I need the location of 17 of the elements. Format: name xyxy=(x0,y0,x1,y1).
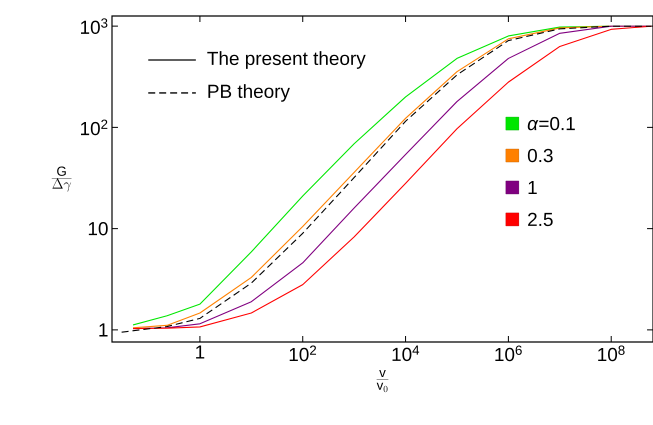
legend-label: α=0.1 xyxy=(528,116,575,130)
annotation: The present theory xyxy=(207,51,366,69)
x-tick-label: 1 xyxy=(196,346,204,359)
x-tick-label: 10$^{4}$ xyxy=(392,346,420,362)
y-tick-label: 10$^{2}$ xyxy=(80,120,108,136)
y-tick-label: 1 xyxy=(99,323,108,336)
legend-label: PB theory xyxy=(208,84,290,102)
y-axis-title: $\frac{\mathrm{G}}{\Delta\gamma}$ xyxy=(52,166,72,192)
x-tick-label: 10$^{2}$ xyxy=(290,346,316,362)
x-tick-label: 10$^{8}$ xyxy=(598,346,625,362)
x-tick-label: 10$^{6}$ xyxy=(495,346,522,362)
legend-label: 2.5 xyxy=(528,212,553,226)
x-axis-title: $\frac{\mathrm{v}}{\mathrm{v}_{0}}$ xyxy=(376,370,388,392)
legend-label: 0.3 xyxy=(528,148,553,162)
y-tick-label: 10$^{3}$ xyxy=(80,18,108,34)
y-tick-label: 10 xyxy=(88,222,108,236)
legend-label: 1 xyxy=(528,180,537,194)
